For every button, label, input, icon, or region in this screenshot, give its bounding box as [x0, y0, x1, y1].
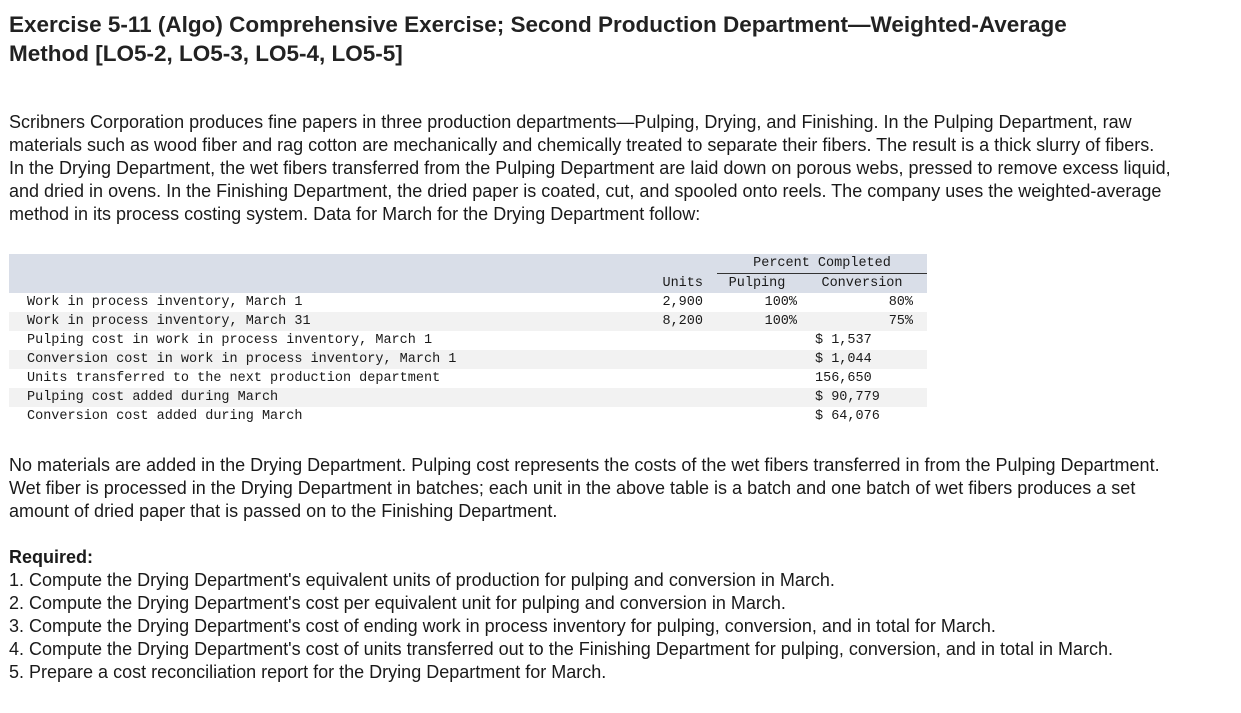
spacer-cell — [703, 312, 717, 331]
header-row: Units Pulping Conversion — [9, 273, 927, 293]
blank-cell — [703, 273, 717, 293]
conversion-cell: $ 1,044 — [797, 350, 927, 369]
row-label: Units transferred to the next production… — [27, 371, 441, 386]
required-section: Required: 1. Compute the Drying Departme… — [9, 546, 1179, 684]
spacer-cell — [703, 388, 717, 407]
spacer-cell — [703, 293, 717, 312]
table-row: Work in process inventory, March 1 2,900 1… — [9, 293, 927, 312]
required-item: 4. Compute the Drying Department's cost … — [9, 639, 1113, 659]
conversion-cell: $ 1,537 — [815, 333, 872, 348]
table-row: Conversion cost in work in process inven… — [9, 350, 927, 369]
table-row: Conversion cost added during March $ 64,0… — [9, 407, 927, 426]
pulping-cell: 100% — [717, 312, 797, 331]
blank-cell — [629, 254, 703, 274]
units-cell — [629, 369, 703, 388]
required-item: 1. Compute the Drying Department's equiv… — [9, 570, 835, 590]
title: Exercise 5-11 (Algo) Comprehensive Exerc… — [9, 12, 1067, 66]
pulping-cell — [717, 407, 797, 426]
intro-text: Scribners Corporation produces fine pape… — [9, 112, 1171, 224]
row-label: Pulping cost in work in process inventor… — [27, 333, 433, 348]
content: Exercise 5-11 (Algo) Comprehensive Exerc… — [9, 12, 1179, 684]
required-title-text: Required: — [9, 547, 94, 567]
row-label: Work in process inventory, March 1 — [27, 295, 303, 310]
conversion-cell: 75% — [797, 312, 927, 331]
units-cell — [629, 407, 703, 426]
table-body: Percent Completed Units Pulping Conversi… — [9, 254, 927, 426]
table-row: Pulping cost in work in process inventor… — [9, 331, 927, 350]
spacer-cell — [703, 407, 717, 426]
required-title: Required: — [9, 546, 1179, 569]
group-header: Percent Completed — [717, 254, 927, 274]
conversion-cell: $ 64,076 — [815, 409, 880, 424]
table-row: Pulping cost added during March $ 90,779 — [9, 388, 927, 407]
spacer-cell — [703, 369, 717, 388]
column-header: Units — [629, 273, 703, 293]
required-item: 5. Prepare a cost reconciliation report … — [9, 662, 607, 682]
pulping-cell — [717, 388, 797, 407]
blank-cell — [703, 254, 717, 274]
pulping-cell — [717, 350, 797, 369]
required-item: 2. Compute the Drying Department's cost … — [9, 593, 786, 613]
column-header: Pulping — [717, 273, 797, 293]
units-cell — [629, 350, 703, 369]
data-table: Percent Completed Units Pulping Conversi… — [9, 254, 927, 426]
blank-cell — [9, 254, 629, 274]
units-cell — [629, 388, 703, 407]
conversion-cell: 80% — [888, 295, 913, 310]
spacer-cell — [703, 331, 717, 350]
units-cell: 8,200 — [629, 312, 703, 331]
row-label: Conversion cost added during March — [27, 409, 303, 424]
pulping-cell: 100% — [764, 295, 797, 310]
pulping-cell — [717, 369, 797, 388]
units-cell — [629, 331, 703, 350]
table-row: Work in process inventory, March 31 8,200… — [9, 312, 927, 331]
row-label: Pulping cost added during March — [9, 388, 629, 407]
table-row: Units transferred to the next production… — [9, 369, 927, 388]
header-row: Percent Completed — [9, 254, 927, 274]
row-label: Work in process inventory, March 31 — [9, 312, 629, 331]
pulping-cell — [717, 331, 797, 350]
units-cell: 2,900 — [662, 295, 703, 310]
blank-cell — [9, 273, 629, 293]
column-header: Conversion — [797, 273, 927, 293]
conversion-cell: 156,650 — [815, 371, 872, 386]
row-label: Conversion cost in work in process inven… — [9, 350, 629, 369]
note-text: No materials are added in the Drying Dep… — [9, 455, 1160, 521]
spacer-cell — [703, 350, 717, 369]
conversion-cell: $ 90,779 — [797, 388, 927, 407]
required-item: 3. Compute the Drying Department's cost … — [9, 616, 996, 636]
